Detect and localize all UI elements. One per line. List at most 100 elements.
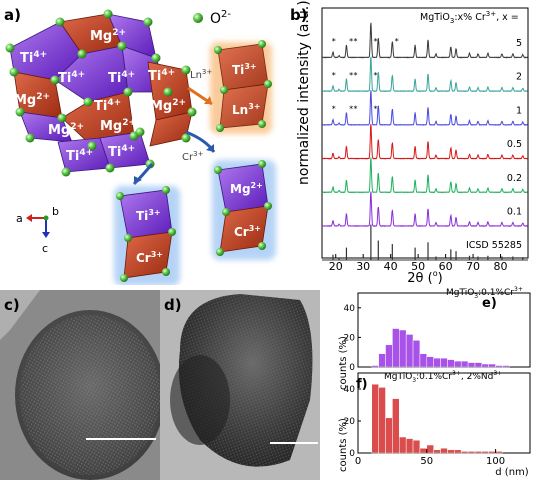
hist-f-bar xyxy=(460,451,469,454)
hist-e-bar xyxy=(488,363,496,368)
svg-text:Cr3+: Cr3+ xyxy=(234,224,261,239)
ion-label: Ti4+ xyxy=(148,68,175,84)
xrd-x-tick-label: 70 xyxy=(466,260,480,273)
xrd-series-label: ICSD 55285 xyxy=(466,240,522,251)
ion-label: Mg2+ xyxy=(14,92,50,108)
octahedra-cluster xyxy=(9,13,193,173)
xrd-x-tick-label: 60 xyxy=(439,260,453,273)
ion-label: Mg2+ xyxy=(90,28,126,44)
xrd-impurity-marker: * xyxy=(332,37,336,46)
hist-f-bar xyxy=(454,449,462,454)
xrd-impurity-marker: * xyxy=(354,105,358,114)
crystal-axes: a b c xyxy=(16,205,59,255)
xrd-impurity-marker: * xyxy=(349,37,353,46)
hist-e-bar xyxy=(460,360,469,368)
hist-f-bar xyxy=(371,383,379,454)
hist-x-tick-label: 50 xyxy=(420,456,433,467)
hist-f-y-tick-label: 40 xyxy=(344,385,356,395)
ion-label: Mg2+ xyxy=(48,122,84,138)
xrd-pattern-line xyxy=(321,22,528,59)
hist-f-bar xyxy=(495,451,503,454)
hist-e-bar xyxy=(481,363,489,368)
xrd-series-label: 0.1 xyxy=(507,206,522,217)
hist-e-bar xyxy=(454,360,462,368)
hist-e-y-axis-label: counts (%) xyxy=(338,336,349,390)
hist-f-bar xyxy=(481,451,489,454)
xrd-series-label: 2 xyxy=(516,72,522,83)
ion-label: Ti4+ xyxy=(66,148,93,164)
xrd-impurity-marker: * xyxy=(332,105,336,114)
xrd-series-label: 1 xyxy=(516,105,522,116)
hist-e-bar xyxy=(412,340,421,368)
hist-e-y-tick-label: 20 xyxy=(344,333,356,343)
xrd-x-tick-label: 50 xyxy=(411,260,425,273)
hist-e-bar xyxy=(399,329,407,368)
hist-e-panel-label: e) xyxy=(482,296,497,311)
hist-e-bar xyxy=(474,362,483,368)
hist-f-y-tick-label: 0 xyxy=(349,449,355,459)
panel-label-c: c) xyxy=(4,296,20,314)
ion-label: Mg2+ xyxy=(100,118,136,134)
oxygen-atoms xyxy=(5,9,197,177)
xrd-x-tick-label: 20 xyxy=(329,260,343,273)
xrd-pattern-line xyxy=(321,56,528,93)
hist-f-bar xyxy=(419,447,428,454)
hist-x-tick-label: 100 xyxy=(486,456,505,467)
hist-f-bar xyxy=(447,449,455,454)
tem-image-d xyxy=(160,290,320,480)
hist-e-bar xyxy=(405,334,414,368)
hist-f-bar xyxy=(433,449,441,454)
xrd-impurity-marker: * xyxy=(395,37,399,46)
xrd-frame xyxy=(321,7,529,259)
ion-label: Ti4+ xyxy=(58,70,85,86)
svg-text:Ln3+: Ln3+ xyxy=(232,102,260,117)
axis-b-label: b xyxy=(52,205,59,218)
hist-e-bar xyxy=(371,365,379,368)
hist-e-bar xyxy=(426,356,434,368)
xrd-chart: normalized intensity (a.u.) MgTiO3:x% Cr… xyxy=(296,0,529,285)
hist-x-tick-label: 0 xyxy=(355,456,361,467)
xrd-series-label: 5 xyxy=(516,38,522,49)
crystal-structure-figure: Mg2+ Ti4+ Ti4+ Mg2+ Ti4+ Ti4+ Ti4+ Mg2+ … xyxy=(5,9,276,285)
xrd-x-tick-label: 30 xyxy=(356,260,370,273)
panel-label-d: d) xyxy=(164,296,182,314)
hist-f-panel-label: f) xyxy=(356,377,368,392)
hist-e-bar xyxy=(467,362,476,368)
hist-e-bar xyxy=(502,365,510,368)
hist-f-bar xyxy=(392,398,400,454)
xrd-x-tick-label: 40 xyxy=(384,260,398,273)
scale-bar-d xyxy=(270,442,318,444)
mg-cr-dimer: Mg2+ Cr3+ xyxy=(212,160,276,260)
xrd-series-label: 0.5 xyxy=(507,139,522,150)
hist-f-y-tick-label: 20 xyxy=(344,417,356,427)
hist-e-y-tick-label: 40 xyxy=(344,304,356,314)
hist-f-bar xyxy=(385,417,393,454)
xrd-pattern-line xyxy=(321,124,528,160)
hist-e-bar xyxy=(392,328,400,368)
hist-f-bar xyxy=(426,444,434,454)
axis-a-label: a xyxy=(16,212,23,225)
svg-text:Mg2+: Mg2+ xyxy=(230,181,263,196)
xrd-pattern-line xyxy=(321,157,528,194)
oxygen-legend-label: O2- xyxy=(210,9,231,27)
hist-f-bar xyxy=(474,451,483,454)
ion-label: Ti4+ xyxy=(94,98,121,114)
hist-f-bar xyxy=(405,438,414,454)
xrd-pattern-line xyxy=(321,90,528,126)
xrd-impurity-marker: * xyxy=(332,71,336,80)
xrd-impurity-marker: * xyxy=(374,105,378,114)
panel-label-a: a) xyxy=(4,6,21,24)
hist-f-y-axis-label: counts (%) xyxy=(338,418,349,472)
hist-f-bar xyxy=(440,447,448,454)
xrd-impurity-marker: * xyxy=(354,37,358,46)
hist-f-bar xyxy=(467,451,476,454)
xrd-x-axis-label: 2θ (o) xyxy=(407,269,442,285)
ion-label: Ti4+ xyxy=(108,70,135,86)
svg-text:Ti3+: Ti3+ xyxy=(232,62,257,77)
hist-f-bar xyxy=(412,439,421,454)
hist-e-bar xyxy=(433,357,441,368)
oxygen-legend-icon xyxy=(193,13,203,23)
svg-text:Ti3+: Ti3+ xyxy=(136,208,161,223)
hist-f-title: MgTiO3:0.1%Cr3+, 2%Nd3+ xyxy=(384,370,502,384)
xrd-x-tick-label: 80 xyxy=(494,260,508,273)
